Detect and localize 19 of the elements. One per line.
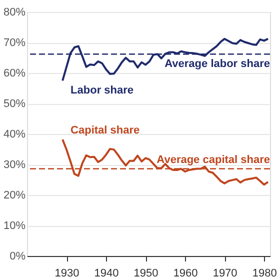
x-tick-label: 1940: [94, 268, 119, 280]
y-tick-label: 60%: [3, 68, 26, 80]
y-tick-label: 40%: [3, 128, 26, 140]
x-tick-label: 1960: [173, 268, 198, 280]
ref-line-label: Average capital share: [156, 154, 270, 166]
y-tick-label: 20%: [3, 190, 26, 202]
ref-line-label: Average labor share: [164, 58, 270, 70]
x-tick-label: 1950: [134, 268, 158, 280]
y-tick-label: 0%: [10, 250, 26, 262]
y-tick-label: 80%: [3, 6, 26, 18]
y-tick-label: 50%: [3, 98, 26, 110]
x-tick-label: 1980: [252, 268, 277, 280]
y-tick-label: 10%: [3, 220, 26, 232]
series-label: Capital share: [70, 124, 140, 136]
y-tick-label: 30%: [3, 159, 26, 171]
x-tick-label: 1970: [212, 268, 238, 280]
y-tick-label: 70%: [3, 37, 26, 49]
x-tick-label: 1930: [54, 268, 80, 280]
series-label: Labor share: [70, 84, 134, 97]
